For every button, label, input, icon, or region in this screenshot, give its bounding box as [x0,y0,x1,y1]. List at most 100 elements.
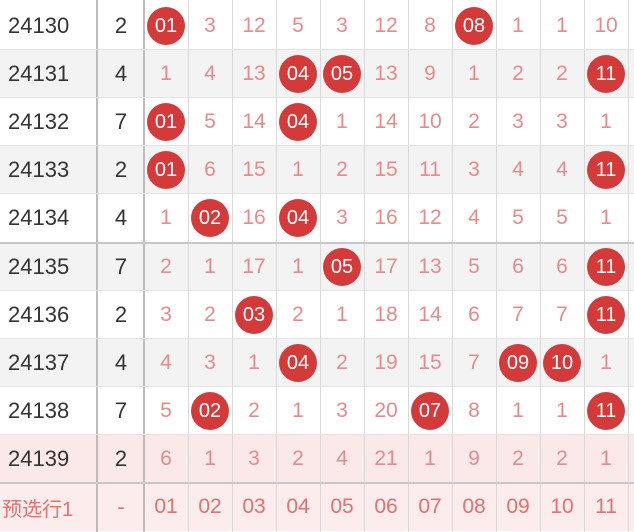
number-cell: 05 [320,50,364,98]
issue-number: 24137 [8,350,70,375]
preselect-number[interactable]: 11 [595,495,617,518]
span-value: 4 [114,205,128,230]
number-cell: 20 [374,399,398,422]
issue-number: 24139 [8,446,70,471]
number-cell: 3 [160,303,172,326]
number-cell: 12 [242,14,266,37]
number-cell: 4 [468,206,480,229]
number-cell: 2 [336,158,348,181]
number-cell: 5 [512,206,524,229]
column-divider [364,0,365,532]
number-cell: 3 [556,110,568,133]
number-cell: 8 [424,14,436,37]
number-cell: 7 [556,303,568,326]
issue-number: 24134 [8,205,70,230]
table-row: 24130 2 01 3 12 5 3 12 8 08 1 1 10 [0,2,634,50]
span-value: 7 [114,398,128,423]
number-cell: 1 [556,399,568,422]
preselect-number[interactable]: 08 [462,495,486,518]
number-cell: 2 [556,62,568,85]
number-cell: 6 [468,303,480,326]
number-cell: 16 [374,206,398,229]
span-value: 2 [114,13,128,38]
span-value: 7 [114,254,128,279]
table-row: 24135 7 2 1 17 1 05 17 13 5 6 6 11 [0,243,634,291]
hit-ball: 08 [455,7,493,45]
number-cell: 04 [276,50,320,98]
preselect-number[interactable]: 05 [330,495,354,518]
issue-number: 24133 [8,157,70,182]
column-divider [96,0,98,532]
number-cell: 19 [374,351,398,374]
row-divider [0,193,634,194]
number-cell: 1 [292,255,304,278]
number-cell: 11 [584,387,628,435]
hit-ball: 03 [235,296,273,334]
number-cell: 12 [418,206,442,229]
hit-ball: 11 [587,248,625,286]
number-cell: 1 [600,110,612,133]
number-cell: 1 [468,62,480,85]
hit-ball: 11 [587,392,625,430]
number-cell: 3 [336,14,348,37]
number-cell: 4 [556,158,568,181]
preselect-number[interactable]: 07 [418,495,442,518]
preselect-number[interactable]: 04 [286,495,310,518]
number-cell: 3 [204,14,216,37]
number-cell: 10 [418,110,442,133]
number-cell: 4 [204,62,216,85]
preselect-number[interactable]: 06 [374,495,398,518]
number-cell: 18 [374,303,398,326]
number-cell: 1 [160,62,172,85]
table-row: 24133 2 01 6 15 1 2 15 11 3 4 4 11 [0,146,634,194]
table-row: 24139 2 6 1 3 2 4 21 1 9 2 2 1 [0,435,634,483]
number-cell: 07 [408,387,452,435]
number-cell: 17 [242,255,266,278]
number-cell: 01 [144,146,188,194]
number-cell: 6 [204,158,216,181]
preselect-row[interactable]: 预选行1 - 01 02 03 04 05 06 07 08 09 10 11 [0,483,634,531]
issue-number: 24131 [8,61,70,86]
number-cell: 7 [468,351,480,374]
table-row: 24138 7 5 02 2 1 3 20 07 8 1 1 11 [0,387,634,435]
column-divider [320,0,321,532]
preselect-number[interactable]: 10 [550,495,574,518]
number-cell: 3 [248,447,260,470]
number-cell: 14 [242,110,266,133]
number-cell: 7 [512,303,524,326]
preselect-number[interactable]: 02 [198,495,222,518]
number-cell: 2 [512,447,524,470]
number-cell: 4 [336,447,348,470]
preselect-number[interactable]: 09 [506,495,530,518]
hit-ball: 11 [587,296,625,334]
number-cell: 11 [584,50,628,98]
preselect-number[interactable]: 01 [154,495,178,518]
column-divider [496,0,497,532]
issue-number: 24130 [8,13,70,38]
hit-ball: 04 [279,55,317,93]
number-cell: 3 [336,206,348,229]
column-divider [540,0,541,532]
number-cell: 02 [188,194,232,242]
column-divider [188,0,189,532]
row-divider [0,97,634,98]
table-row: 24136 2 3 2 03 2 1 18 14 6 7 7 11 [0,291,634,339]
number-cell: 5 [292,14,304,37]
hit-ball: 07 [411,392,449,430]
number-cell: 1 [292,399,304,422]
number-cell: 1 [336,303,348,326]
number-cell: 03 [232,291,276,339]
issue-number: 24132 [8,109,70,134]
row-divider [0,290,634,291]
number-cell: 2 [292,447,304,470]
number-cell: 13 [242,62,266,85]
preselect-number[interactable]: 03 [242,495,266,518]
number-cell: 11 [584,291,628,339]
hit-ball: 05 [323,248,361,286]
number-cell: 3 [468,158,480,181]
hit-ball: 04 [279,344,317,382]
number-cell: 1 [336,110,348,133]
span-value: 7 [114,109,128,134]
preselect-label: 预选行1 [2,498,74,521]
number-cell: 6 [512,255,524,278]
